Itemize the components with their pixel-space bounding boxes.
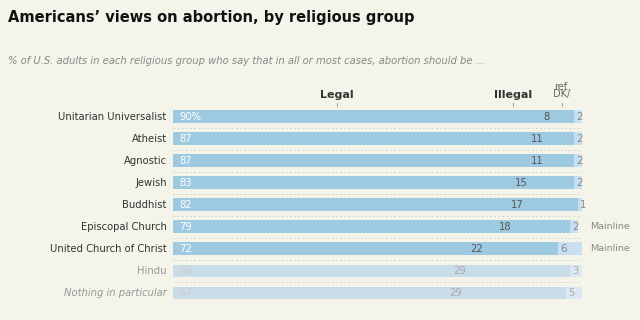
Bar xyxy=(529,154,574,167)
Text: Legal: Legal xyxy=(320,90,353,100)
Bar xyxy=(173,176,513,189)
Text: DK/: DK/ xyxy=(554,89,570,99)
Text: 2: 2 xyxy=(576,178,582,188)
Text: Americans’ views on abortion, by religious group: Americans’ views on abortion, by religio… xyxy=(8,10,414,25)
Bar xyxy=(173,220,497,233)
Text: 11: 11 xyxy=(531,134,544,144)
Text: 6: 6 xyxy=(560,244,566,254)
Text: 29: 29 xyxy=(449,288,462,298)
Text: 83: 83 xyxy=(179,178,191,188)
Text: 17: 17 xyxy=(511,200,524,210)
Text: 1: 1 xyxy=(580,200,587,210)
Text: United Church of Christ: United Church of Christ xyxy=(50,244,166,254)
Text: 90%: 90% xyxy=(179,112,201,122)
Text: 3: 3 xyxy=(572,266,579,276)
Text: Nothing in particular: Nothing in particular xyxy=(64,288,166,298)
Text: 68: 68 xyxy=(179,266,191,276)
Text: 22: 22 xyxy=(470,244,483,254)
Bar xyxy=(541,110,574,123)
Text: Mainline: Mainline xyxy=(591,244,630,253)
Bar xyxy=(570,220,579,233)
Text: 18: 18 xyxy=(499,222,511,232)
Text: 8: 8 xyxy=(543,112,550,122)
Text: Atheist: Atheist xyxy=(132,134,166,144)
Text: ref.: ref. xyxy=(554,82,570,92)
Text: Hindu: Hindu xyxy=(137,266,166,276)
Bar xyxy=(529,132,574,145)
Text: Episcopal Church: Episcopal Church xyxy=(81,222,166,232)
Text: Mainline: Mainline xyxy=(591,222,630,231)
Bar xyxy=(570,265,582,277)
Bar xyxy=(173,198,509,211)
Bar xyxy=(173,154,529,167)
Text: 5: 5 xyxy=(568,288,575,298)
Bar xyxy=(566,287,586,300)
Bar xyxy=(173,132,529,145)
Bar xyxy=(574,154,582,167)
Text: 82: 82 xyxy=(179,200,191,210)
Text: % of U.S. adults in each religious group who say that in all or most cases, abor: % of U.S. adults in each religious group… xyxy=(8,56,484,66)
Bar xyxy=(574,110,582,123)
Bar xyxy=(468,243,558,255)
Text: Illegal: Illegal xyxy=(493,90,532,100)
Text: 2: 2 xyxy=(572,222,579,232)
Text: 79: 79 xyxy=(179,222,192,232)
Bar xyxy=(579,198,582,211)
Text: 2: 2 xyxy=(576,134,582,144)
Text: 2: 2 xyxy=(576,156,582,166)
Bar xyxy=(173,287,447,300)
Bar xyxy=(173,243,468,255)
Text: 72: 72 xyxy=(179,244,192,254)
Bar xyxy=(509,198,579,211)
Text: Buddhist: Buddhist xyxy=(122,200,166,210)
Bar xyxy=(451,265,570,277)
Text: Jewish: Jewish xyxy=(135,178,166,188)
Bar xyxy=(173,110,541,123)
Text: 29: 29 xyxy=(453,266,466,276)
Bar xyxy=(447,287,566,300)
Bar xyxy=(558,243,582,255)
Bar xyxy=(173,265,451,277)
Text: 67: 67 xyxy=(179,288,192,298)
Bar xyxy=(574,132,582,145)
Text: Agnostic: Agnostic xyxy=(124,156,166,166)
Text: 2: 2 xyxy=(576,112,582,122)
Text: 15: 15 xyxy=(515,178,527,188)
Bar xyxy=(513,176,574,189)
Text: Unitarian Universalist: Unitarian Universalist xyxy=(58,112,166,122)
Bar xyxy=(574,176,582,189)
Text: 11: 11 xyxy=(531,156,544,166)
Text: 87: 87 xyxy=(179,156,191,166)
Bar xyxy=(497,220,570,233)
Text: 87: 87 xyxy=(179,134,191,144)
